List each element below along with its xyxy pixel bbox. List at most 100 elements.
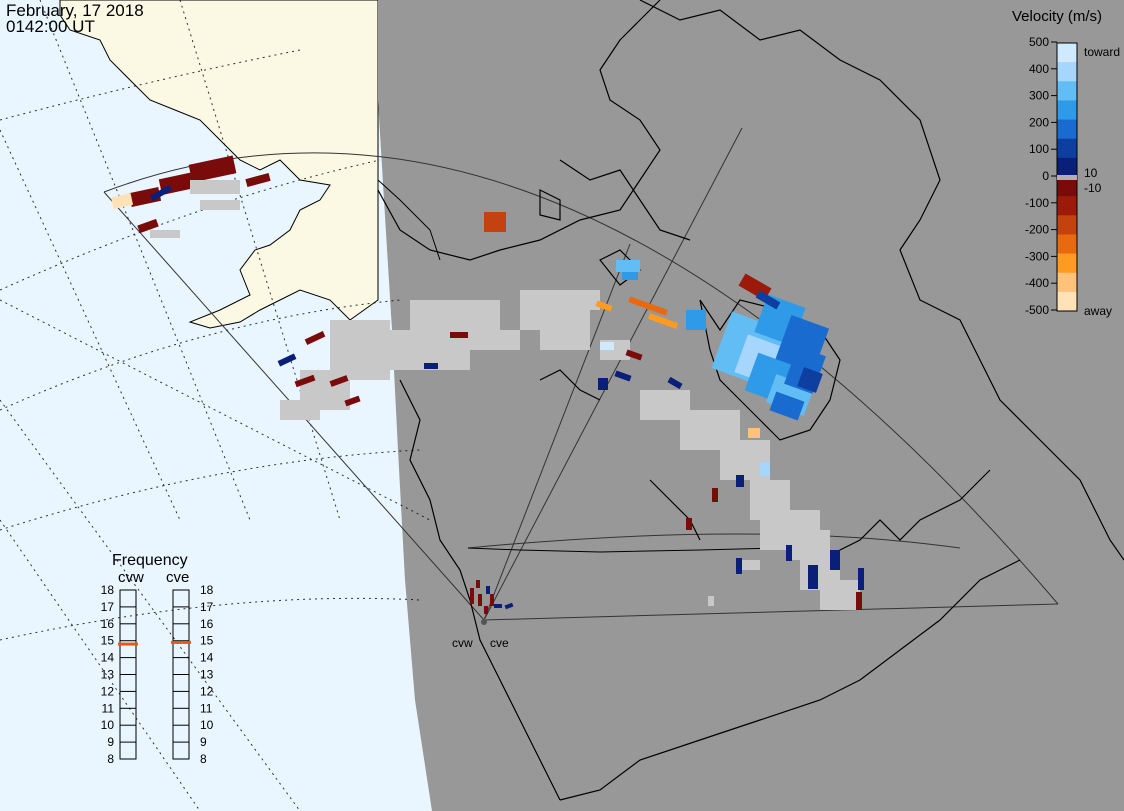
frequency-panel: Frequency cvw cve 18 18 17 17 16 16 15 15 14 14 13… (101, 552, 214, 766)
backscatter-cell (294, 374, 316, 388)
backscatter-cell (595, 300, 613, 312)
colorbar-swatch (1057, 43, 1077, 63)
backscatter-cell (790, 530, 830, 560)
backscatter-cell (858, 568, 864, 590)
frequency-scale-label: 18 (101, 583, 115, 597)
backscatter-cell (476, 580, 480, 588)
backscatter-cell (110, 193, 134, 209)
backscatter-cell (797, 367, 823, 393)
backscatter-cell (277, 353, 297, 367)
time-label: 0142:00 UT (6, 17, 95, 36)
colorbar-swatch (1057, 157, 1077, 178)
colorbar-title: Velocity (m/s) (1012, 8, 1102, 25)
backscatter-cell (470, 588, 474, 604)
frequency-radar-cvw: cvw (118, 569, 144, 586)
backscatter-cell (740, 560, 760, 570)
backscatter-cell (667, 376, 683, 390)
colorbar-tick-label: 300 (1029, 89, 1049, 103)
velocity-colorbar: Velocity (m/s) 500 400 300 200 100 0 -100 -200 -… (1012, 8, 1120, 318)
colorbar-swatch (1057, 119, 1077, 140)
colorbar-toward-label: toward (1084, 45, 1120, 59)
backscatter-cell (478, 594, 482, 606)
backscatter-cell (540, 320, 590, 350)
backscatter-cell (856, 592, 862, 610)
frequency-scale-label: 14 (101, 651, 115, 665)
frequency-scale-label: 10 (101, 718, 115, 732)
colorbar-swatch (1057, 81, 1077, 101)
backscatter-cell (808, 565, 818, 589)
radar-site-marker (481, 619, 487, 625)
frequency-title: Frequency (112, 552, 188, 569)
backscatter-cell (748, 428, 760, 438)
frequency-marker (171, 640, 191, 644)
colorbar-tick-label-right: -10 (1084, 181, 1102, 195)
colorbar-tick-label: -200 (1025, 223, 1049, 237)
backscatter-cell (424, 363, 438, 369)
frequency-scale-label: 11 (200, 701, 213, 715)
backscatter-cell (786, 545, 792, 561)
colorbar-zero-band (1057, 175, 1077, 180)
frequency-scale-label: 9 (200, 735, 207, 749)
backscatter-cell (628, 296, 668, 316)
colorbar-swatches: 500 400 300 200 100 0 -100 -200 -300 -400 -500 10-1… (1025, 35, 1102, 317)
frequency-radar-cve: cve (166, 569, 189, 586)
alaska-land (59, 0, 379, 329)
latitude-longitude-grid (0, 0, 431, 811)
backscatter-cell (830, 550, 840, 570)
backscatter-cell (712, 488, 718, 502)
backscatter-cell (686, 310, 706, 330)
frequency-scale-label: 11 (102, 701, 115, 715)
backscatter-cell (820, 580, 860, 610)
colorbar-tick-label: 500 (1029, 35, 1049, 49)
backscatter-cell (245, 173, 271, 187)
backscatter-cell (686, 518, 692, 530)
colorbar-swatch (1057, 177, 1077, 197)
colorbar-swatch (1057, 215, 1077, 235)
backscatter-cell (625, 349, 643, 361)
colorbar-tick-label-right: 10 (1084, 166, 1098, 180)
backscatter-cell (598, 378, 608, 390)
backscatter-cell (736, 475, 744, 487)
frequency-scale-label: 17 (101, 600, 115, 614)
frequency-scale-label: 13 (101, 668, 115, 682)
borders (377, 179, 781, 553)
radar-label-cvw: cvw (452, 636, 473, 650)
frequency-scale-label: 15 (101, 634, 115, 648)
colorbar-tick-label: 0 (1042, 169, 1049, 183)
colorbar-tick-label: -300 (1025, 249, 1049, 263)
backscatter-cell (484, 606, 488, 614)
frequency-scale-label: 9 (107, 735, 114, 749)
backscatter-cell (708, 596, 714, 606)
colorbar-tick-label: 400 (1029, 62, 1049, 76)
colorbar-swatch (1057, 253, 1077, 274)
backscatter-cell (736, 558, 742, 574)
frequency-scale-label: 8 (200, 752, 207, 766)
backscatter-cell (188, 155, 237, 183)
night-terminator-region (378, 0, 1124, 811)
backscatter-cell (150, 230, 180, 238)
backscatter-cell (494, 604, 502, 608)
backscatter-cell (486, 586, 490, 594)
frequency-marker (118, 642, 138, 646)
backscatter-cell (616, 260, 640, 272)
backscatter-cell (647, 313, 679, 329)
backscatter-cell (484, 212, 506, 232)
radar-label-cve: cve (490, 636, 509, 650)
backscatter-cells (110, 155, 864, 614)
colorbar-swatch (1057, 234, 1077, 255)
frequency-scale-label: 17 (200, 600, 214, 614)
colorbar-swatch (1057, 272, 1077, 293)
backscatter-cell (280, 400, 320, 420)
colorbar-tick-label: 100 (1029, 142, 1049, 156)
backscatter-cell (769, 391, 805, 421)
backscatter-cell (137, 218, 159, 234)
colorbar-tick-label: -400 (1025, 276, 1049, 290)
backscatter-cell (560, 290, 600, 310)
backscatter-cell (470, 330, 520, 350)
backscatter-cell (614, 370, 632, 382)
backscatter-cell (504, 602, 514, 610)
frequency-bars: 18 18 17 17 16 16 15 15 14 14 13 13 12 12 11 11 10 10 9 9 8 8 (101, 583, 214, 766)
frequency-scale-label: 12 (200, 684, 214, 698)
backscatter-cell (190, 180, 240, 194)
frequency-scale-label: 14 (200, 651, 214, 665)
